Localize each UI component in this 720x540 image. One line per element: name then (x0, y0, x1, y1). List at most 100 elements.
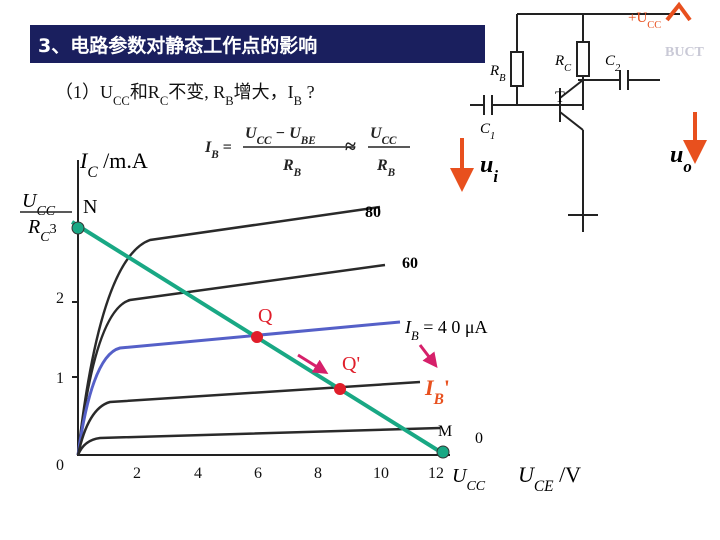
x-tick-label: 8 (314, 465, 322, 482)
text-run: I (204, 139, 212, 156)
rb-label: RB (489, 63, 506, 84)
text-run: C (87, 164, 98, 181)
text-run: +U (628, 10, 647, 26)
text-run: U (22, 190, 38, 212)
text-run: C (160, 94, 168, 108)
text-run: B (499, 73, 506, 84)
text-run: B (387, 167, 396, 179)
ucc-over-rc-num: UCC (22, 190, 56, 219)
ui-label: ui (480, 152, 498, 186)
svg-text:RB: RB (376, 157, 396, 179)
point-q-prime: Q' (342, 353, 360, 375)
svg-text:RB: RB (282, 157, 302, 179)
text-run: 不变, R (168, 82, 225, 102)
text-run: R (27, 216, 40, 238)
text-run: ≈ (345, 136, 356, 158)
text-run: /V (554, 462, 582, 487)
text-run: B (225, 94, 233, 108)
supply-label: +UCC (628, 10, 661, 31)
circuit: +UCC BUCT RB RC C2 T C1 ui uo (450, 1, 707, 232)
formula: IB = UCC − UBE RB ≈ UCC RB (204, 125, 410, 179)
c2-label: C2 (605, 53, 621, 74)
text-run: o (683, 157, 691, 176)
title-box (30, 25, 485, 63)
text-run: C (480, 121, 491, 137)
watermark: BUCT (665, 45, 705, 60)
x-tick-label: 6 (254, 465, 262, 482)
ucc-over-rc-den: RC3 (27, 216, 57, 245)
svg-text:IB =: IB = (204, 139, 232, 161)
text-run: I (424, 375, 435, 400)
text-run: R (489, 63, 499, 79)
text-run: B (293, 167, 302, 179)
x-tick-label: 0 (56, 457, 64, 474)
title: 3、电路参数对静态工作点的影响 (38, 34, 317, 57)
text-run: C (564, 63, 572, 74)
text-run: 2 (615, 63, 621, 74)
point-q: Q (258, 305, 273, 327)
text-run: U (370, 125, 383, 142)
text-run: I (404, 317, 412, 337)
point-m: M (438, 423, 452, 440)
x-tick-label: 2 (133, 465, 141, 482)
transistor-label: T (555, 89, 565, 106)
curve-label: 60 (402, 255, 418, 272)
curve-label: 80 (365, 204, 381, 221)
x-tick-label: 10 (373, 465, 389, 482)
text-run: 3 (50, 222, 57, 237)
text-run: U (452, 465, 468, 487)
text-run: ' (444, 375, 450, 400)
text-run: R (376, 157, 388, 174)
text-run: （1）U (55, 82, 113, 102)
text-run: ? (302, 82, 315, 102)
text-run: I (79, 148, 89, 173)
text-run: − U (272, 125, 303, 142)
x-axis-label: UCE /V (518, 462, 581, 495)
text-run: = 4 0 μA (419, 317, 488, 337)
text-run: BE (300, 135, 316, 147)
text-run: 和R (130, 82, 160, 102)
text-run: U (245, 125, 258, 142)
text-run: B (411, 329, 419, 343)
x-tick-label: 12 (428, 465, 444, 482)
point-n: N (83, 196, 97, 218)
y-axis-label: IC /m.A (79, 148, 148, 181)
text-run: i (493, 167, 498, 186)
x-ucc-label: UCC (452, 465, 486, 494)
text-run: B (210, 149, 219, 161)
text-run: C (605, 53, 616, 69)
point-m-zero: 0 (475, 430, 483, 447)
text-run: CC (382, 135, 397, 147)
x-tick-label: 4 (194, 465, 202, 482)
text-run: CC (257, 135, 272, 147)
ib-label: IB = 4 0 μA (404, 317, 488, 343)
y-tick-label: 1 (56, 370, 64, 387)
text-run: R (282, 157, 294, 174)
ib-prime-label: IB' (424, 375, 450, 408)
text-run: C (40, 230, 50, 245)
graph: IC /m.A UCC RC3 1 2 0 2 4 6 8 10 12 UCC … (20, 148, 581, 495)
text-run: 增大，I (234, 82, 294, 102)
text-run: B (294, 94, 302, 108)
text-run: CC (113, 94, 130, 108)
text-run: CC (647, 20, 661, 31)
text-run: CC (36, 204, 55, 219)
svg-text:UCC − UBE: UCC − UBE (245, 125, 316, 147)
c1-label: C1 (480, 121, 495, 142)
text-run: 1 (490, 131, 495, 142)
text-run: u (480, 152, 493, 178)
text-run: u (670, 142, 683, 168)
text-run: CC (466, 479, 485, 494)
text-run: /m.A (98, 148, 148, 173)
text-run: CE (534, 478, 554, 495)
text-run: R (554, 53, 564, 69)
text-run: U (518, 462, 536, 487)
uo-label: uo (670, 142, 692, 176)
svg-text:UCC: UCC (370, 125, 397, 147)
question: （1）UCC和RC不变, RB增大，IB ? (55, 82, 315, 108)
text-run: B (433, 391, 444, 408)
y-tick-label: 2 (56, 290, 64, 307)
rc-label: RC (554, 53, 572, 74)
text-run: = (219, 139, 232, 156)
